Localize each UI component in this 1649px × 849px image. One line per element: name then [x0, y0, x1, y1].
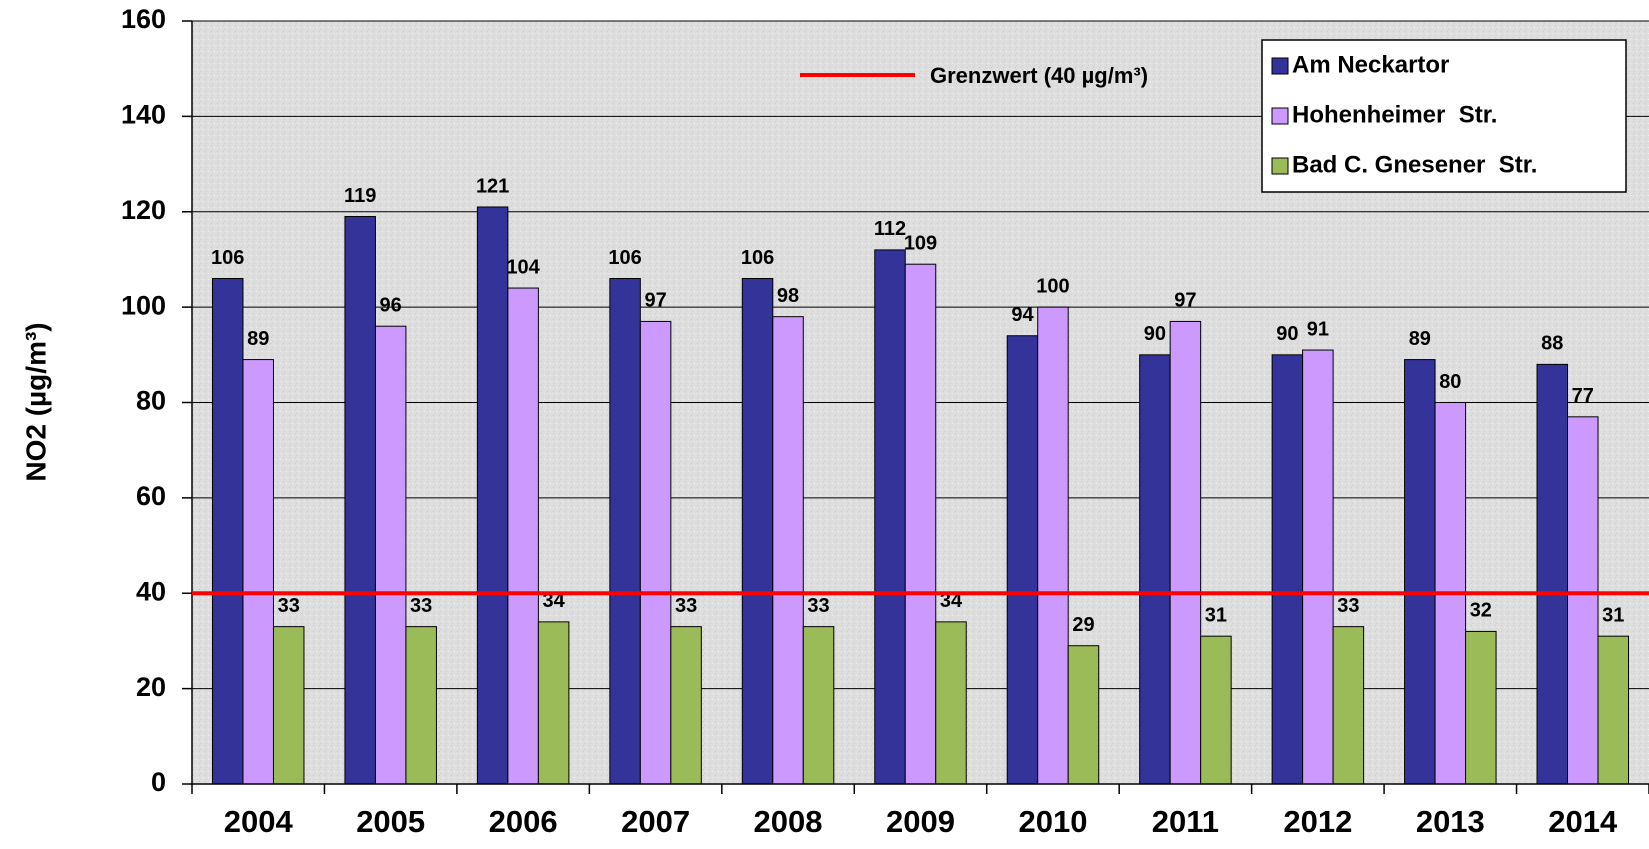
data-label: 33 [807, 595, 829, 617]
data-label: 32 [1470, 600, 1492, 622]
x-tick-label: 2011 [1152, 804, 1219, 839]
x-tick-label: 2012 [1283, 804, 1352, 839]
bar [1302, 349, 1334, 785]
data-label: 91 [1307, 318, 1329, 340]
y-tick-label: 140 [121, 100, 166, 130]
bar [1006, 335, 1039, 785]
y-tick-label: 40 [136, 576, 166, 606]
bar [741, 278, 774, 785]
x-tick-label: 2014 [1548, 804, 1618, 839]
data-label: 97 [644, 290, 666, 312]
data-label: 89 [1409, 328, 1431, 350]
data-label: 98 [777, 285, 799, 307]
data-label: 112 [874, 218, 906, 240]
legend-label: Am Neckartor [1292, 51, 1449, 78]
data-label: 106 [211, 247, 244, 269]
legend-label: Bad C. Gnesener Str. [1292, 151, 1537, 178]
data-label: 29 [1072, 614, 1094, 636]
data-label: 121 [476, 175, 509, 197]
bar [344, 216, 376, 785]
x-tick-label: 2010 [1018, 804, 1087, 839]
data-label: 97 [1174, 290, 1196, 312]
data-label: 33 [410, 595, 432, 617]
bar [1567, 416, 1599, 785]
y-tick-label: 100 [121, 290, 166, 320]
bar [272, 626, 305, 785]
data-label: 34 [940, 590, 963, 612]
data-label: 34 [543, 590, 566, 612]
data-label: 106 [741, 247, 774, 269]
y-tick-label: 160 [121, 4, 166, 34]
bar [802, 626, 835, 785]
bar [772, 316, 804, 785]
data-label: 104 [506, 256, 540, 278]
data-label: 94 [1011, 304, 1034, 326]
bar [1271, 354, 1304, 785]
data-label: 88 [1541, 333, 1563, 355]
y-tick-label: 60 [136, 481, 166, 511]
bar [609, 278, 641, 785]
x-tick-label: 2004 [224, 804, 294, 839]
y-tick-label: 20 [136, 672, 166, 702]
legend-box [1261, 39, 1627, 193]
bar [476, 206, 509, 785]
legend-swatch [1271, 57, 1289, 75]
bar [1200, 635, 1232, 785]
reference-legend-label: Grenzwert (40 µg/m³) [930, 63, 1148, 88]
y-tick-label: 120 [121, 195, 166, 225]
x-tick-label: 2006 [489, 804, 558, 839]
bar [1536, 363, 1569, 785]
data-label: 106 [608, 247, 641, 269]
legend-swatch [1271, 107, 1289, 125]
bar [537, 621, 570, 785]
bar [405, 626, 437, 785]
x-tick-label: 2013 [1416, 804, 1485, 839]
bar [874, 249, 906, 785]
bar [1169, 320, 1202, 785]
data-label: 119 [344, 185, 376, 207]
data-label: 33 [278, 595, 300, 617]
y-axis-label: NO2 (µg/m³) [20, 322, 51, 481]
y-tick-label: 0 [151, 767, 166, 797]
data-label: 33 [1337, 595, 1359, 617]
data-label: 96 [380, 294, 402, 316]
bar [507, 287, 539, 785]
x-tick-label: 2008 [754, 804, 823, 839]
bar [670, 626, 702, 785]
data-label: 80 [1439, 371, 1461, 393]
bar [1037, 306, 1069, 785]
bar [374, 325, 407, 785]
data-label: 77 [1572, 385, 1594, 407]
bar [1332, 626, 1365, 785]
data-label: 31 [1205, 604, 1227, 626]
y-tick-label: 80 [136, 386, 166, 416]
bar [1404, 359, 1436, 785]
data-label: 90 [1276, 323, 1298, 345]
bar [904, 263, 937, 785]
bar [1139, 354, 1171, 785]
bar [242, 359, 274, 785]
x-tick-label: 2009 [886, 804, 955, 839]
x-tick-label: 2007 [621, 804, 690, 839]
data-label: 31 [1602, 604, 1624, 626]
data-label: 109 [904, 232, 937, 254]
x-tick-label: 2005 [356, 804, 425, 839]
bar [1067, 645, 1100, 785]
bar [1465, 630, 1497, 785]
bar [935, 621, 967, 785]
data-label: 89 [247, 328, 269, 350]
data-label: 100 [1036, 275, 1069, 297]
legend-swatch [1271, 157, 1289, 175]
data-label: 33 [675, 595, 697, 617]
data-label: 90 [1144, 323, 1166, 345]
bar [1597, 635, 1630, 785]
bar [211, 278, 244, 785]
legend-label: Hohenheimer Str. [1292, 101, 1497, 128]
bar [639, 320, 672, 785]
